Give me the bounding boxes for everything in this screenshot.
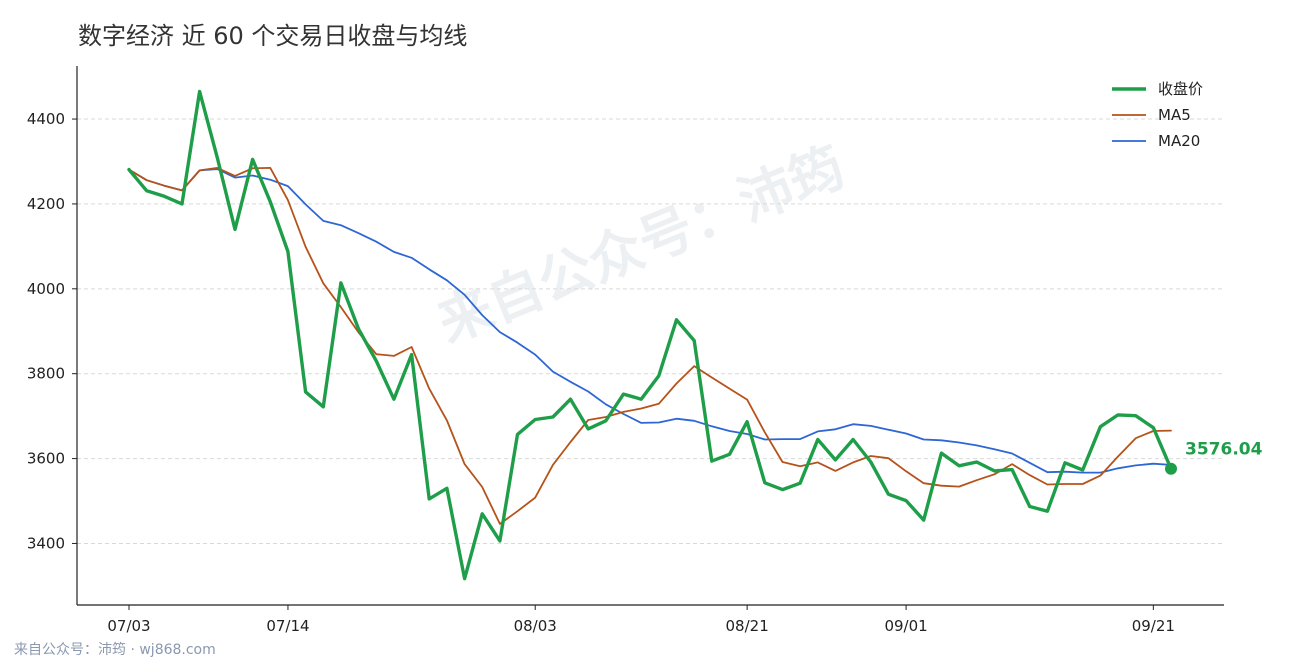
- footer-source: 来自公众号：沛筠 · wj868.com: [14, 641, 216, 658]
- x-tick-label: 07/14: [266, 617, 309, 635]
- y-tick-label: 4000: [27, 280, 65, 298]
- grid-lines: [77, 118, 1224, 544]
- y-tick-label: 3800: [27, 365, 65, 383]
- x-ticks: 07/03 07/14 08/03 08/21 09/01 09/21: [107, 605, 1175, 635]
- y-tick-label: 4400: [27, 110, 65, 128]
- x-tick-label: 08/21: [726, 617, 769, 635]
- legend: 收盘价 MA5 MA20: [1112, 80, 1203, 150]
- x-tick-label: 08/03: [514, 617, 557, 635]
- series-line-ma5: [128, 166, 1172, 525]
- series-line-close: [127, 89, 1173, 581]
- watermark-text: 来自公众号：沛筠: [429, 135, 853, 355]
- series-lines: [127, 89, 1173, 581]
- x-tick-label: 07/03: [107, 617, 150, 635]
- x-tick-label: 09/01: [884, 617, 927, 635]
- x-tick-label: 09/21: [1132, 617, 1175, 635]
- y-tick-label: 3400: [27, 534, 65, 552]
- y-tick-label: 4200: [27, 195, 65, 213]
- y-ticks: 3400 3600 3800 4000 4200 4400: [27, 110, 77, 552]
- last-value-label: 3576.04: [1185, 440, 1263, 460]
- legend-label: 收盘价: [1158, 80, 1203, 98]
- chart-title: 数字经济 近 60 个交易日收盘与均线: [78, 22, 467, 50]
- series-line-ma20: [128, 168, 1172, 474]
- legend-label: MA20: [1158, 132, 1200, 150]
- y-tick-label: 3600: [27, 450, 65, 468]
- last-point-marker: [1165, 462, 1177, 475]
- legend-label: MA5: [1158, 106, 1191, 124]
- last-point-group: 3576.04: [1165, 440, 1263, 475]
